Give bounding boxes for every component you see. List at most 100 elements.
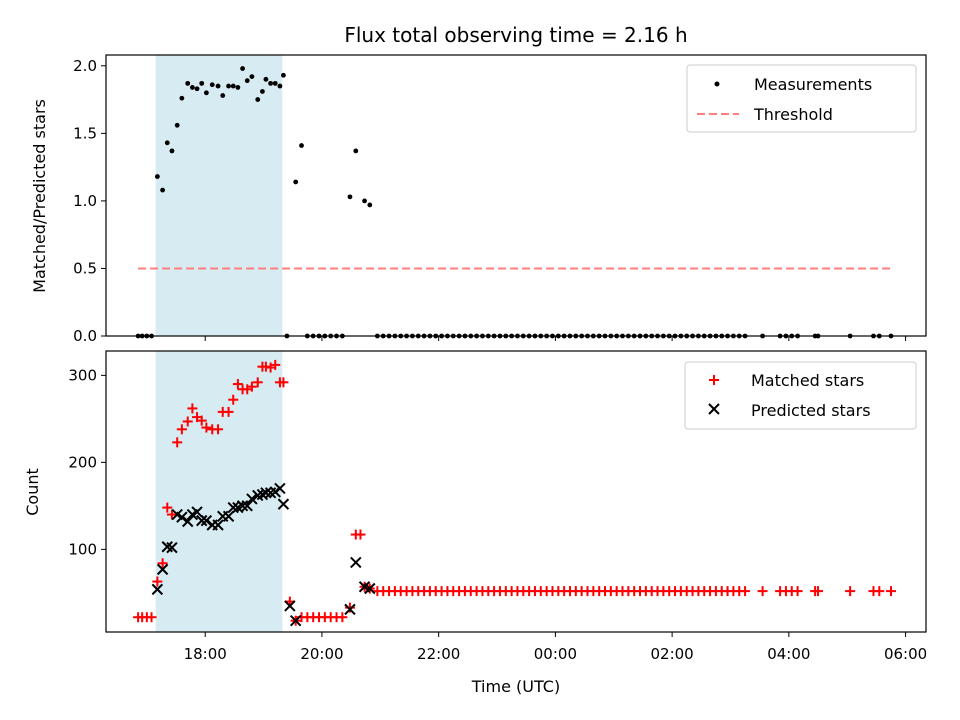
matched-star-point bbox=[176, 424, 187, 435]
measurement-point bbox=[272, 80, 278, 86]
legend-measurements-label: Measurements bbox=[754, 75, 872, 94]
counts-legend-frame bbox=[684, 361, 917, 430]
matched-star-point bbox=[232, 379, 243, 390]
matched-star-point bbox=[792, 586, 803, 597]
measurement-point bbox=[203, 90, 209, 96]
predicted-star-point bbox=[196, 514, 208, 527]
predicted-star-point bbox=[156, 563, 169, 576]
predicted-star-point bbox=[344, 603, 356, 616]
legend-threshold-label: Threshold bbox=[753, 105, 833, 124]
x-tick-label: 06:00 bbox=[884, 645, 927, 663]
legend-measurements-marker bbox=[714, 81, 720, 87]
y-tick-label: 100 bbox=[68, 540, 97, 558]
matched-star-point bbox=[166, 509, 177, 520]
ratio-panel-frame bbox=[105, 54, 927, 337]
y-tick-label: 2.0 bbox=[73, 57, 97, 75]
measurement-point bbox=[164, 140, 170, 146]
predicted-star-point bbox=[212, 519, 224, 531]
predicted-star-point bbox=[200, 514, 213, 527]
matched-star-point bbox=[213, 424, 224, 435]
matched-star-point bbox=[757, 586, 768, 597]
matched-star-point bbox=[740, 586, 751, 597]
predicted-star-point bbox=[260, 487, 272, 499]
matched-star-point bbox=[337, 612, 348, 623]
matched-star-point bbox=[157, 558, 168, 569]
predicted-star-point bbox=[284, 600, 296, 612]
measurement-point bbox=[268, 80, 273, 86]
measurement-point bbox=[353, 148, 359, 154]
x-tick-label: 02:00 bbox=[651, 645, 694, 663]
measurement-point bbox=[235, 85, 241, 90]
matched-star-point bbox=[228, 394, 239, 405]
counts-panel: 100 200 300 18:00 20:00 22:00 00:00 02:00 04:00… bbox=[23, 350, 927, 696]
measurement-point bbox=[249, 74, 255, 80]
predicted-star-point bbox=[236, 500, 249, 512]
measurement-point bbox=[220, 93, 226, 98]
ratio-panel-legend: Measurements Threshold bbox=[686, 64, 917, 133]
matched-star-point bbox=[223, 406, 234, 417]
counts-panel-frame bbox=[105, 350, 927, 633]
matched-star-point bbox=[162, 502, 173, 513]
measurement-point bbox=[199, 80, 205, 86]
y-tick-label: 0.0 bbox=[73, 327, 97, 345]
matched-star-point bbox=[172, 437, 183, 448]
ratio-panel-x-ticks bbox=[204, 336, 907, 341]
predicted-star-point bbox=[176, 511, 188, 523]
x-tick-label: 18:00 bbox=[184, 645, 227, 663]
ratio-legend-frame bbox=[686, 64, 917, 133]
x-axis-label: Time (UTC) bbox=[471, 677, 560, 696]
x-tick-label: 20:00 bbox=[300, 645, 343, 663]
matched-star-point bbox=[845, 586, 856, 597]
counts-panel-ylabel: Count bbox=[23, 468, 42, 516]
measurement-point bbox=[299, 143, 304, 148]
counts-panel-x-ticks: 18:00 20:00 22:00 00:00 02:00 04:00 06:00 bbox=[184, 632, 927, 663]
predicted-star-point bbox=[364, 582, 376, 595]
measurement-point bbox=[244, 78, 250, 84]
predicted-star-point bbox=[227, 501, 239, 514]
counts-panel-legend: Matched stars Predicted stars bbox=[684, 361, 917, 430]
matched-star-point bbox=[278, 377, 289, 388]
matched-star-point bbox=[355, 529, 366, 540]
matched-star-point bbox=[201, 422, 212, 433]
chart-title: Flux total observing time = 2.16 h bbox=[344, 23, 687, 47]
measurement-point bbox=[263, 76, 269, 82]
matched-star-point bbox=[182, 416, 193, 427]
y-tick-label: 1.5 bbox=[73, 124, 97, 142]
measurement-point bbox=[160, 187, 166, 193]
predicted-star-point bbox=[166, 541, 178, 554]
ratio-panel-y-ticks: 0.0 0.5 1.0 1.5 2.0 bbox=[73, 57, 106, 345]
measurement-point bbox=[185, 80, 191, 86]
measurement-point bbox=[293, 179, 299, 185]
x-tick-label: 04:00 bbox=[767, 645, 810, 663]
predicted-star-point bbox=[191, 506, 203, 518]
predicted-star-point bbox=[277, 498, 290, 510]
measurement-point bbox=[226, 83, 231, 89]
measurement-point bbox=[230, 83, 236, 89]
measurement-point bbox=[362, 198, 367, 204]
legend-predicted-label: Predicted stars bbox=[751, 401, 871, 420]
y-tick-label: 1.0 bbox=[73, 192, 97, 210]
measurement-point bbox=[169, 148, 175, 154]
measurement-point bbox=[277, 83, 283, 89]
predicted-star-point bbox=[182, 515, 194, 528]
predicted-star-point bbox=[246, 493, 258, 505]
measurement-point bbox=[179, 95, 185, 101]
ratio-panel: 0.00.51.01.52.0 Matched/Predicted stars … bbox=[30, 54, 927, 345]
predicted-star-point bbox=[241, 500, 253, 512]
predicted-star-point bbox=[350, 556, 362, 569]
y-tick-label: 0.5 bbox=[73, 259, 97, 277]
measurement-point bbox=[194, 86, 200, 92]
matched-star-point bbox=[344, 602, 355, 613]
y-tick-label: 300 bbox=[68, 366, 97, 384]
predicted-star-point bbox=[274, 482, 286, 495]
measurement-point bbox=[347, 194, 353, 200]
measurement-point bbox=[174, 122, 180, 128]
ratio-panel-shaded-interval bbox=[155, 55, 283, 336]
measurement-point bbox=[209, 82, 215, 88]
matched-star-point bbox=[874, 586, 885, 597]
measurement-point bbox=[240, 66, 245, 71]
x-tick-label: 22:00 bbox=[417, 645, 460, 663]
measurement-point bbox=[215, 83, 221, 89]
measurement-point bbox=[154, 174, 160, 179]
